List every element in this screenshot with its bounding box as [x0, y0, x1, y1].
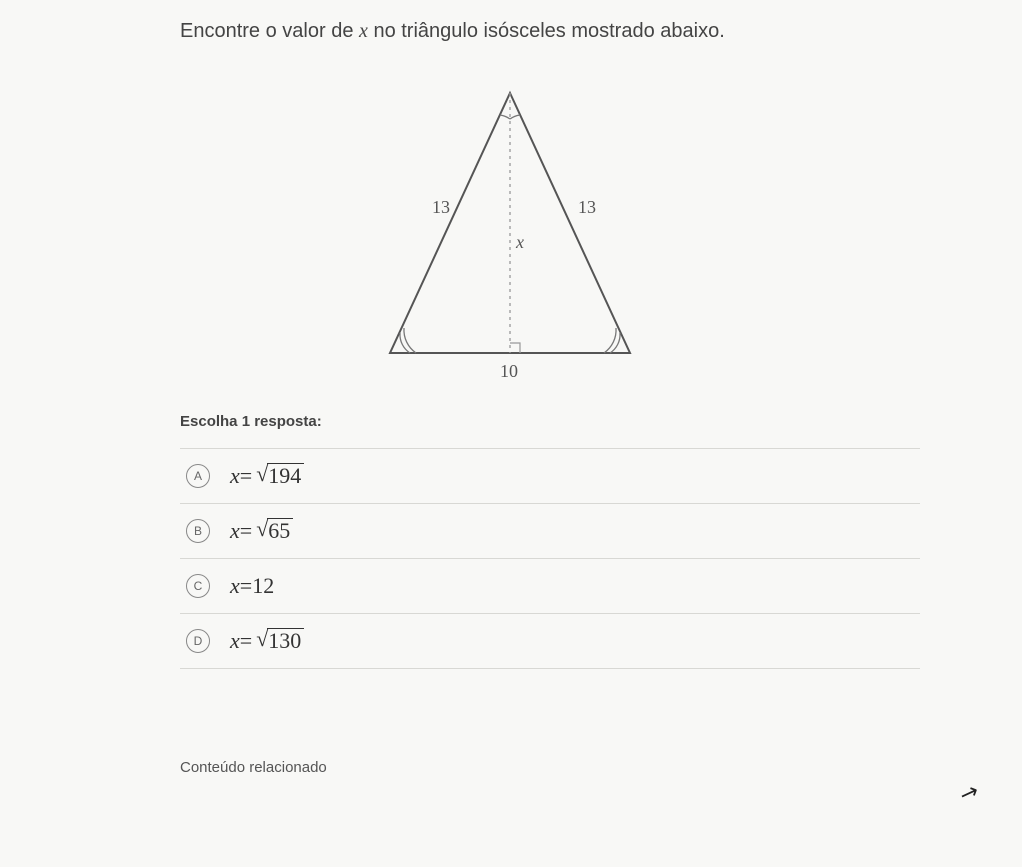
question-suffix: no triângulo isósceles mostrado abaixo.: [368, 20, 725, 42]
choice-plain: 12: [252, 573, 274, 599]
question-page: Encontre o valor de x no triângulo isósc…: [0, 0, 1022, 776]
triangle-svg: 13 13 x 10: [360, 73, 660, 383]
choice-lhs: x: [230, 518, 240, 544]
sqrt-icon: √130: [256, 628, 304, 653]
choice-letter: B: [186, 519, 210, 543]
sqrt-icon: √65: [256, 518, 293, 543]
choice-math: x = √130: [230, 628, 304, 654]
label-altitude: x: [515, 232, 524, 252]
right-angle-mark: [510, 343, 520, 353]
cursor-icon: ↖: [956, 778, 982, 809]
choice-a[interactable]: A x = √194: [180, 448, 920, 503]
choice-lhs: x: [230, 628, 240, 654]
question-text: Encontre o valor de x no triângulo isósc…: [180, 20, 1022, 43]
radicand: 194: [267, 463, 304, 488]
question-prefix: Encontre o valor de: [180, 20, 359, 42]
apex-arc-left: [500, 115, 510, 119]
choice-letter: C: [186, 574, 210, 598]
choice-eq: =: [240, 463, 252, 489]
choice-math: x = 12: [230, 573, 274, 599]
choice-eq: =: [240, 628, 252, 654]
choose-prompt: Escolha 1 resposta:: [180, 413, 1022, 430]
choice-d[interactable]: D x = √130: [180, 613, 920, 669]
label-right-side: 13: [578, 197, 596, 217]
radicand: 65: [267, 518, 293, 543]
triangle-figure: 13 13 x 10: [180, 73, 700, 383]
radicand: 130: [267, 628, 304, 653]
choice-math: x = √194: [230, 463, 304, 489]
choice-b[interactable]: B x = √65: [180, 503, 920, 558]
choice-letter: A: [186, 464, 210, 488]
choice-eq: =: [240, 518, 252, 544]
label-base: 10: [500, 361, 518, 381]
label-left-side: 13: [432, 197, 450, 217]
related-content-heading: Conteúdo relacionado: [180, 759, 1022, 776]
choice-lhs: x: [230, 573, 240, 599]
choice-math: x = √65: [230, 518, 293, 544]
apex-arc-right: [510, 115, 520, 119]
question-variable: x: [359, 20, 368, 42]
choice-c[interactable]: C x = 12: [180, 558, 920, 613]
choice-lhs: x: [230, 463, 240, 489]
choice-list: A x = √194 B x = √65 C x = 12: [180, 448, 920, 669]
sqrt-icon: √194: [256, 463, 304, 488]
choice-eq: =: [240, 573, 252, 599]
triangle-outline: [390, 93, 630, 353]
choice-letter: D: [186, 629, 210, 653]
